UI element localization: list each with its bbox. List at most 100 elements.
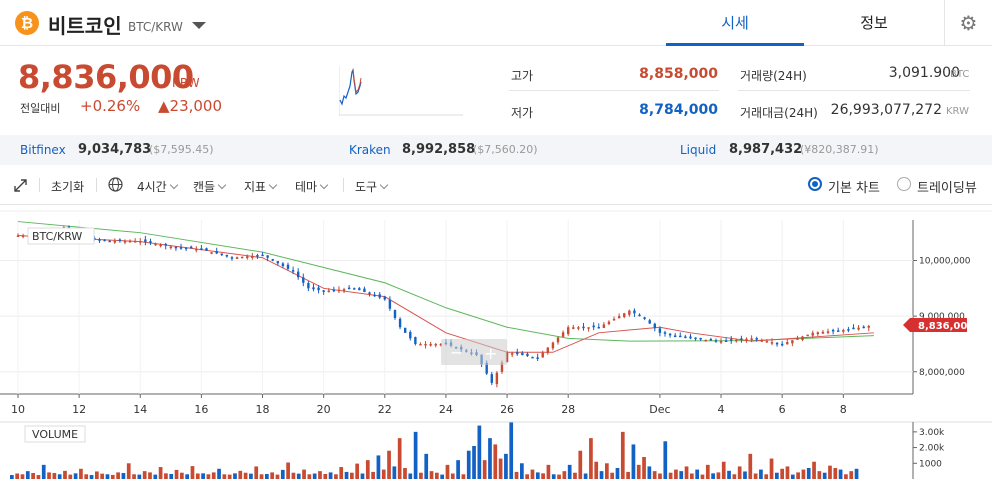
volume-bar bbox=[626, 471, 630, 479]
candle-body bbox=[536, 357, 539, 359]
volume-bar bbox=[759, 469, 763, 479]
candle-body bbox=[266, 255, 269, 258]
volume-bar bbox=[211, 472, 216, 479]
exchange-name[interactable]: Liquid bbox=[680, 143, 717, 157]
change-label: 전일대비 bbox=[20, 102, 61, 115]
volume-bar bbox=[525, 474, 530, 479]
candle-body bbox=[271, 259, 274, 261]
x-tick-label: 4 bbox=[718, 403, 725, 416]
volume-bar bbox=[530, 469, 535, 479]
candle-body bbox=[174, 246, 178, 249]
reset-button[interactable]: 초기화 bbox=[51, 180, 85, 194]
candle-body bbox=[796, 338, 799, 340]
candle-body bbox=[240, 256, 244, 259]
radio-basic-chart[interactable] bbox=[808, 177, 822, 191]
change-amount: ▲23,000 bbox=[158, 97, 223, 115]
volume-bar bbox=[753, 473, 758, 479]
candle-body bbox=[485, 362, 488, 374]
volume-bar bbox=[520, 463, 524, 479]
volume-bar bbox=[477, 425, 482, 479]
volume-bar bbox=[36, 475, 41, 479]
candle-body bbox=[21, 235, 25, 237]
zoom-out-icon[interactable]: − bbox=[450, 343, 463, 362]
volume-bar bbox=[727, 470, 731, 479]
exchange-name[interactable]: Bitfinex bbox=[20, 143, 66, 157]
candle-body bbox=[724, 340, 728, 342]
candle-body bbox=[215, 251, 218, 254]
candle-body bbox=[572, 327, 575, 329]
volume-bar bbox=[360, 473, 365, 479]
volume-label: 거래량(24H) bbox=[740, 69, 807, 83]
candle-dropdown[interactable]: 캔들 bbox=[193, 178, 227, 195]
globe-icon[interactable] bbox=[108, 177, 123, 192]
amount-unit: KRW bbox=[946, 106, 969, 117]
low-value: 8,784,000 bbox=[639, 102, 718, 118]
gear-icon[interactable]: ⚙ bbox=[944, 0, 992, 46]
candle-body bbox=[516, 352, 519, 355]
volume-bar bbox=[259, 474, 264, 479]
radio-tradingview[interactable] bbox=[897, 177, 911, 191]
candle-body bbox=[149, 241, 152, 243]
volume-bar bbox=[642, 457, 646, 479]
volume-bar bbox=[126, 463, 131, 479]
volume-bar bbox=[41, 464, 46, 479]
volume-bar bbox=[504, 453, 508, 479]
volume-bar bbox=[700, 474, 705, 479]
tools-label: 도구 bbox=[355, 180, 378, 194]
volume-bar bbox=[535, 472, 540, 479]
chart-grid bbox=[0, 220, 913, 394]
coin-dropdown-icon[interactable] bbox=[192, 22, 206, 29]
chevron-down-icon bbox=[319, 180, 329, 190]
x-tick-label: 16 bbox=[194, 403, 208, 416]
volume-bar bbox=[275, 474, 280, 479]
candle-body bbox=[327, 290, 330, 293]
coin-name: 비트코인 bbox=[48, 14, 122, 38]
volume-bar bbox=[169, 473, 174, 479]
zoom-overlay[interactable] bbox=[441, 339, 507, 365]
volume-bar bbox=[47, 472, 51, 479]
volume-bar bbox=[419, 472, 423, 479]
volume-bar bbox=[743, 471, 747, 479]
chevron-down-icon bbox=[169, 180, 178, 190]
volume-bar bbox=[217, 468, 221, 479]
volume-bar bbox=[562, 471, 567, 479]
price-axis: 10,000,000 9,000,000 8,000,000 bbox=[913, 257, 971, 378]
time-axis: 10 12 14 16 18 20 22 24 26 28 Dec 4 6 8 bbox=[11, 394, 847, 416]
candle-body bbox=[821, 331, 825, 334]
radio-basic-chart-label[interactable]: 기본 차트 bbox=[828, 181, 880, 196]
volume-bar bbox=[514, 471, 519, 479]
theme-dropdown[interactable]: 테마 bbox=[295, 178, 329, 195]
x-tick-label: 28 bbox=[561, 403, 575, 416]
candle-body bbox=[184, 247, 188, 250]
candle-body bbox=[837, 330, 840, 332]
candle-body bbox=[628, 310, 631, 315]
expand-icon[interactable] bbox=[14, 179, 27, 192]
volume-bar bbox=[68, 474, 73, 479]
radio-tradingview-label[interactable]: 트레이딩뷰 bbox=[917, 181, 977, 196]
price-chart[interactable]: BTC/KRW − + 10,000,000 9,000,000 8,000,000… bbox=[0, 206, 992, 479]
tab-price[interactable]: 시세 bbox=[666, 0, 804, 46]
candle-body bbox=[103, 239, 106, 242]
x-tick-label: 8 bbox=[840, 403, 847, 416]
candle-body bbox=[745, 338, 748, 341]
tools-dropdown[interactable]: 도구 bbox=[355, 178, 389, 195]
volume-bar bbox=[737, 466, 742, 479]
exchange-name[interactable]: Kraken bbox=[349, 143, 391, 157]
volume-bar bbox=[482, 460, 487, 479]
volume-bar bbox=[307, 474, 312, 479]
candle-body bbox=[230, 257, 234, 259]
chart-toolbar: 초기화 4시간 캔들 지표 테마 도구 기본 차트 트레이딩뷰 bbox=[0, 165, 992, 205]
volume-bar bbox=[711, 473, 715, 479]
high-label: 고가 bbox=[511, 69, 534, 83]
zoom-in-icon[interactable]: + bbox=[484, 344, 497, 363]
indicator-dropdown[interactable]: 지표 bbox=[244, 178, 278, 195]
sparkline-line-up bbox=[352, 69, 362, 94]
volume-bar bbox=[328, 472, 333, 479]
volume-bar bbox=[849, 471, 854, 479]
tab-info[interactable]: 정보 bbox=[860, 14, 888, 32]
interval-dropdown[interactable]: 4시간 bbox=[137, 178, 178, 195]
volume-bar bbox=[222, 474, 227, 479]
volume-bar bbox=[408, 473, 413, 479]
volume-bar bbox=[690, 473, 694, 479]
chart-title-box bbox=[27, 227, 95, 245]
